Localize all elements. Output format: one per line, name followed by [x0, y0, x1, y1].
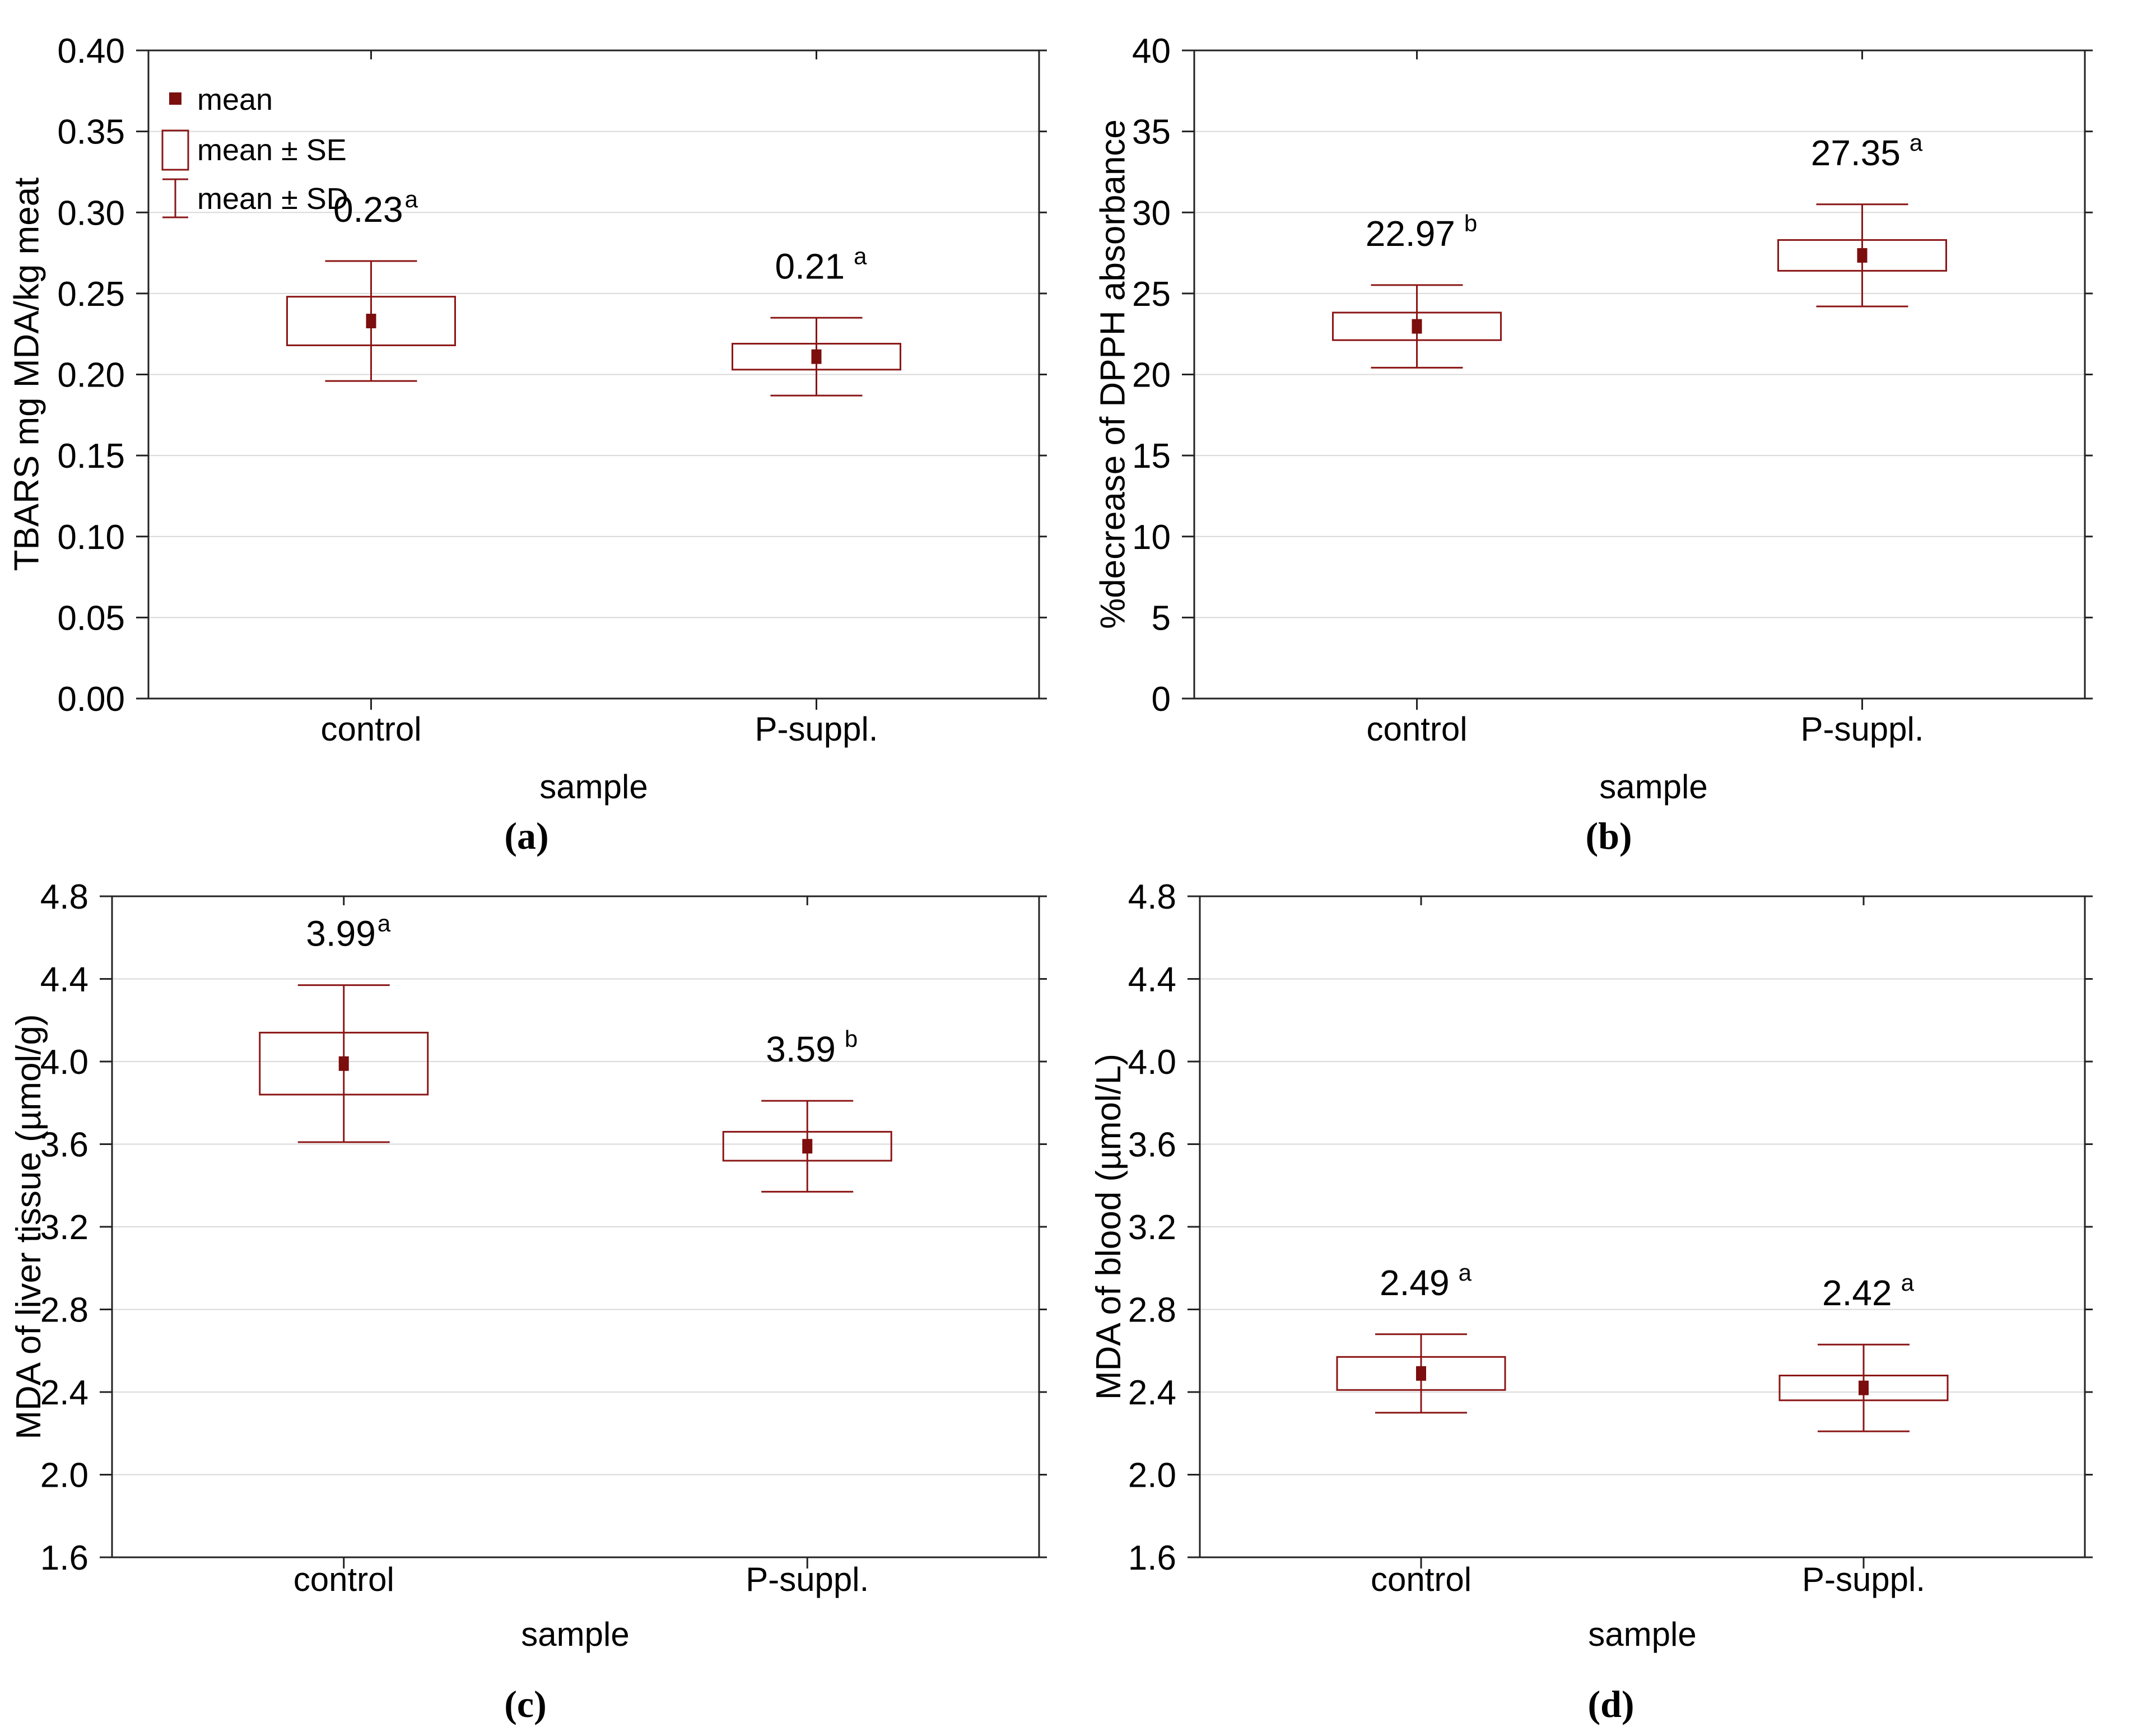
y-tick-label: 4.0 [1128, 1043, 1176, 1082]
se-box [722, 1130, 892, 1162]
mean-marker [802, 1139, 813, 1154]
y-tick-label: 4.8 [40, 878, 89, 916]
y-tick-label: 25 [1132, 275, 1171, 314]
x-category-label: P-suppl. [1802, 1561, 1925, 1598]
y-tick-label: 2.4 [40, 1374, 89, 1412]
mean-marker [1859, 1380, 1869, 1395]
y-tick-label: 20 [1132, 356, 1171, 395]
y-tick-label: 0.30 [57, 194, 125, 232]
legend-label-mean-sd: mean ± SD [197, 182, 348, 216]
y-axis-title-b: %decrease of DPPH absorbance [1093, 119, 1133, 629]
y-tick-label: 0.35 [57, 113, 125, 152]
mean-marker [366, 314, 376, 329]
se-box [1777, 239, 1947, 272]
x-category-label: P-suppl. [746, 1561, 869, 1598]
y-tick-label: 30 [1132, 194, 1171, 232]
panel-caption-b: (b) [1585, 815, 1632, 857]
y-tick-label: 2.8 [40, 1291, 89, 1330]
mean-annotation: 22.97 b [1366, 210, 1478, 254]
mean-annotation: 2.42 a [1822, 1269, 1915, 1313]
y-tick-label: 5 [1152, 599, 1171, 637]
x-category-label: control [1371, 1561, 1472, 1598]
se-box [1778, 1375, 1949, 1402]
x-axis-title-b: sample [1599, 768, 1708, 806]
x-axis-title-d: sample [1588, 1616, 1697, 1653]
y-tick-label: 3.6 [40, 1126, 89, 1165]
y-tick-label: 15 [1132, 437, 1171, 476]
mean-marker [1857, 248, 1868, 263]
y-tick-label: 4.8 [1128, 878, 1176, 916]
mean-marker [1416, 1366, 1426, 1381]
y-tick-label: 0.40 [57, 32, 125, 71]
legend-label-mean-se: mean ± SE [197, 133, 347, 167]
legend-se-box-glyph [161, 129, 189, 171]
y-tick-label: 4.0 [40, 1043, 89, 1082]
panel-caption-a: (a) [504, 815, 549, 857]
mean-annotation: 0.23a [333, 186, 418, 230]
y-tick-label: 4.4 [40, 961, 89, 999]
y-tick-label: 0.20 [57, 356, 125, 395]
y-tick-label: 3.6 [1128, 1126, 1176, 1165]
legend-mean-square-glyph [169, 92, 181, 105]
mean-annotation: 3.59 b [766, 1026, 858, 1069]
y-tick-label: 2.8 [1128, 1291, 1176, 1330]
x-category-label: P-suppl. [755, 710, 878, 748]
y-tick-label: 35 [1132, 113, 1171, 152]
mean-marker [1412, 319, 1422, 334]
se-box [286, 296, 456, 346]
se-box [732, 343, 901, 371]
panel-caption-c: (c) [504, 1683, 547, 1725]
y-tick-label: 0.10 [57, 518, 125, 557]
panel-caption-d: (d) [1587, 1683, 1635, 1725]
y-tick-label: 1.6 [1128, 1539, 1176, 1577]
y-tick-label: 0.05 [57, 599, 125, 637]
y-axis-title-a: TBARS mg MDA/kg meat [7, 177, 46, 571]
se-box [1332, 311, 1502, 341]
se-box [259, 1031, 429, 1096]
x-axis-title-c: sample [521, 1616, 630, 1653]
mean-marker [811, 349, 822, 364]
mean-annotation: 27.35 a [1811, 129, 1923, 173]
mean-annotation: 2.49 a [1380, 1259, 1472, 1303]
mean-marker [338, 1056, 349, 1071]
y-tick-label: 0.25 [57, 275, 125, 314]
y-tick-label: 4.4 [1128, 961, 1176, 999]
y-tick-label: 3.2 [40, 1208, 89, 1247]
y-tick-label: 2.4 [1128, 1374, 1176, 1412]
y-tick-label: 10 [1132, 518, 1171, 557]
y-tick-label: 0 [1152, 680, 1171, 719]
y-tick-label: 2.0 [1128, 1456, 1176, 1495]
x-category-label: P-suppl. [1800, 710, 1924, 748]
y-tick-label: 3.2 [1128, 1208, 1176, 1247]
x-category-label: control [320, 710, 421, 748]
y-tick-label: 2.0 [40, 1456, 89, 1495]
se-box [1336, 1356, 1506, 1391]
x-axis-title-a: sample [539, 768, 648, 806]
x-category-label: control [1366, 710, 1467, 748]
y-axis-title-d: MDA of blood (µmol/L) [1089, 1053, 1128, 1400]
legend-label-mean: mean [197, 83, 273, 117]
mean-annotation: 3.99a [306, 910, 391, 954]
y-tick-label: 0.15 [57, 437, 125, 476]
x-category-label: control [294, 1561, 394, 1598]
y-tick-label: 40 [1132, 32, 1171, 71]
y-axis-title-c: MDA of liver tissue (µmol/g) [10, 1014, 48, 1440]
y-tick-label: 0.00 [57, 680, 125, 719]
mean-annotation: 0.21 a [775, 243, 868, 286]
y-tick-label: 1.6 [40, 1539, 89, 1577]
